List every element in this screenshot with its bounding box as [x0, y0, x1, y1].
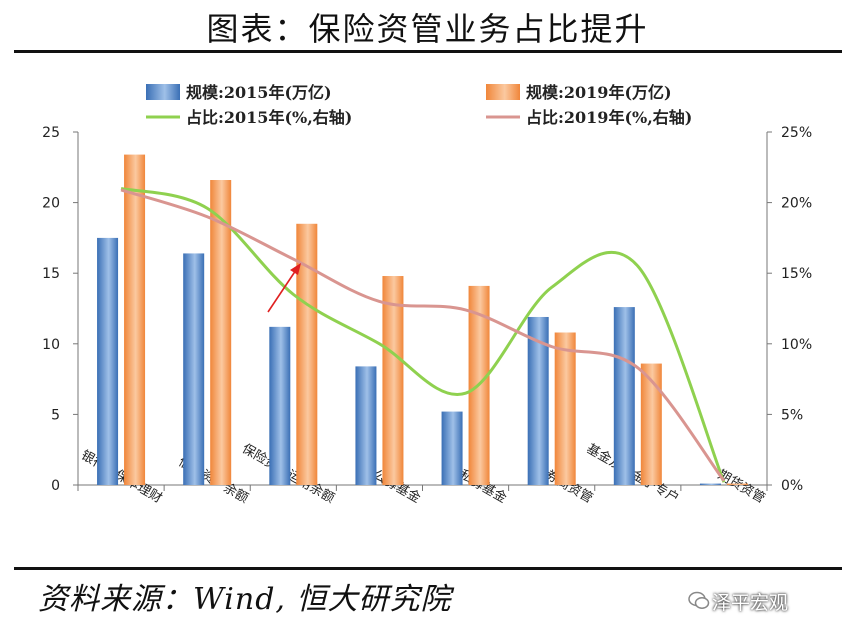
y-tick-label-right: 20%	[781, 196, 812, 212]
chart: 05101520250%5%10%15%20%25%银行非保本理财信托资产余额保…	[42, 83, 812, 506]
bar-2015	[613, 307, 635, 485]
bar-2015	[269, 326, 291, 485]
y-tick-label-right: 25%	[781, 125, 812, 141]
bar-2019	[296, 223, 318, 485]
source-note: 资料来源：Wind, 恒大研究院	[38, 582, 452, 617]
y-tick-label-left: 5	[51, 407, 60, 423]
bar-2019	[124, 154, 146, 486]
y-tick-label-left: 25	[42, 125, 60, 141]
legend-bar-2019-label: 规模:2019年(万亿)	[526, 83, 672, 102]
annotation-arrow-head	[290, 263, 301, 275]
watermark: 泽平宏观	[712, 592, 789, 614]
bar-2015	[527, 316, 549, 485]
chart-bars	[97, 154, 748, 486]
x-tick-label: 期货资管	[715, 467, 768, 507]
y-tick-label-right: 5%	[781, 407, 803, 423]
bar-2019	[726, 483, 748, 485]
legend-line-2015-label: 占比:2015年(%,右轴)	[186, 108, 352, 127]
y-tick-label-left: 10	[42, 337, 60, 353]
y-tick-label-left: 15	[42, 266, 60, 282]
y-tick-label-left: 20	[42, 196, 60, 212]
line-2019-share	[120, 188, 726, 482]
source-rule	[14, 567, 842, 570]
legend-line-2019-label: 占比:2019年(%,右轴)	[526, 108, 692, 127]
legend-bar-2015-swatch	[146, 84, 180, 100]
bar-2015	[183, 253, 205, 485]
bar-2019	[640, 363, 662, 485]
chart-lines	[120, 187, 726, 483]
bar-2019	[554, 332, 576, 485]
wechat-icon	[688, 591, 710, 609]
y-tick-label-right: 0%	[781, 478, 803, 494]
legend-bar-2019-swatch	[486, 84, 520, 100]
title-rule	[14, 50, 842, 53]
bar-2019	[210, 180, 232, 485]
y-tick-label-right: 10%	[781, 337, 812, 353]
chart-axes: 05101520250%5%10%15%20%25%银行非保本理财信托资产余额保…	[42, 125, 812, 506]
annotation-arrow-shaft	[267, 269, 297, 313]
bar-2015	[355, 366, 377, 485]
chart-title: 图表：保险资管业务占比提升	[206, 10, 649, 48]
chart-legend: 规模:2015年(万亿) 规模:2019年(万亿) 占比:2015年(%,右轴) 占比…	[146, 83, 692, 127]
x-tick-label: 银行非保本理财	[78, 448, 164, 506]
bar-2015	[699, 483, 721, 485]
y-tick-label-left: 0	[51, 478, 60, 494]
y-tick-label-right: 15%	[781, 266, 812, 282]
bar-2019	[382, 276, 404, 485]
bar-2015	[97, 237, 119, 485]
chart-annotation	[267, 263, 301, 313]
bar-2015	[441, 411, 463, 485]
legend-bar-2015-label: 规模:2015年(万亿)	[186, 83, 332, 102]
